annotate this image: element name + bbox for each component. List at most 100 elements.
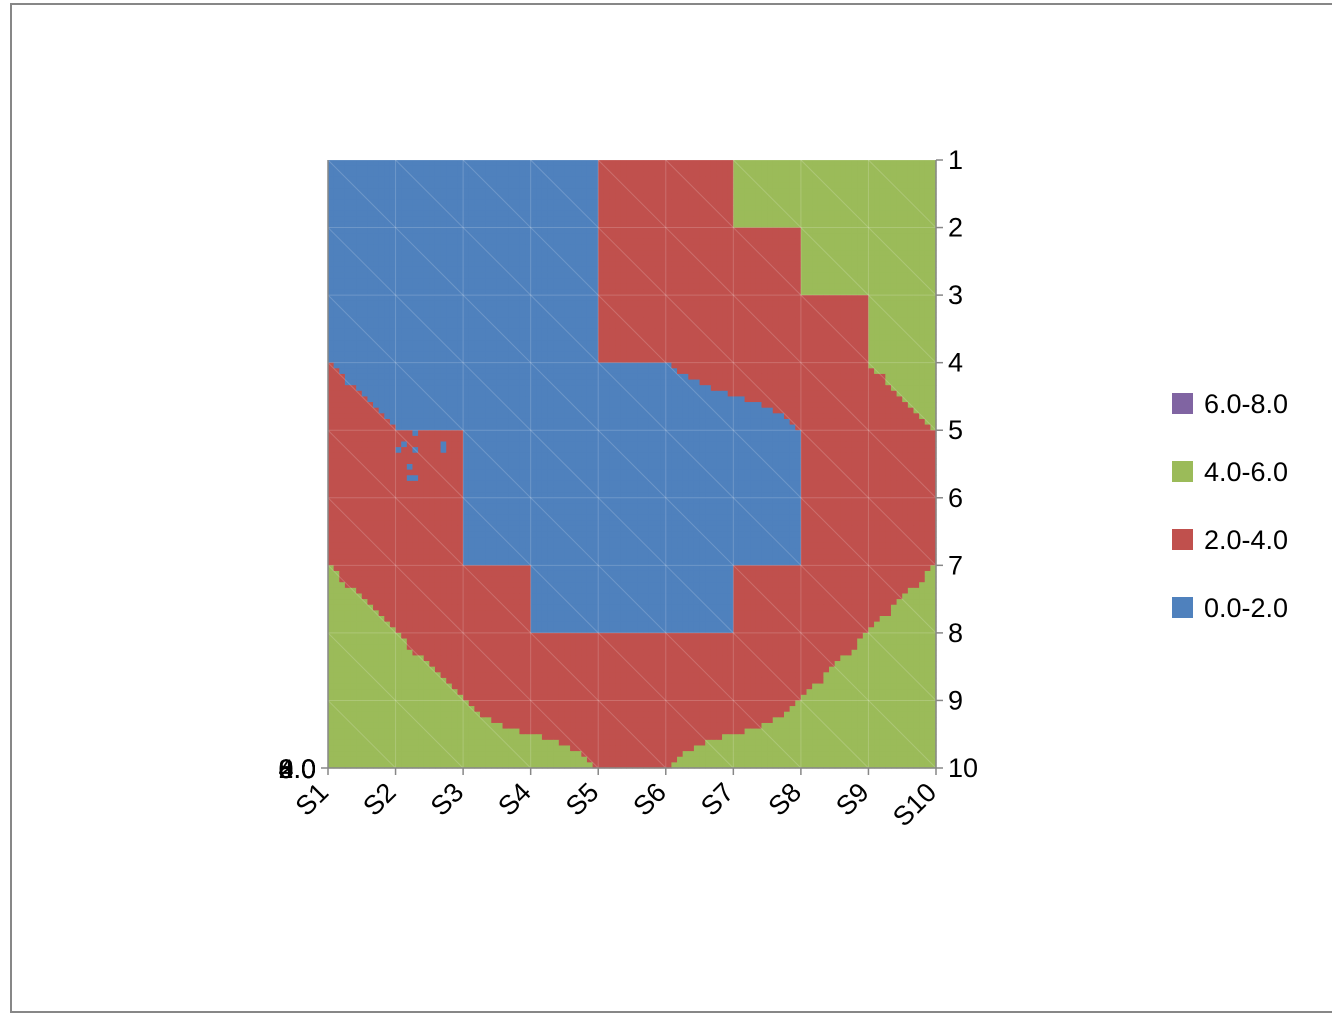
contour-cell [722, 171, 729, 178]
contour-cell [474, 373, 481, 381]
contour-cell [406, 210, 414, 217]
contour-cell [564, 261, 571, 268]
contour-cell [705, 165, 712, 172]
contour-cell [508, 340, 515, 347]
contour-cell [480, 357, 487, 364]
contour-cell [817, 306, 825, 313]
contour-cell [446, 390, 453, 398]
contour-cell [378, 418, 385, 426]
contour-cell [913, 289, 920, 296]
contour-cell [519, 176, 526, 184]
contour-cell [547, 402, 554, 409]
contour-cell [406, 306, 414, 313]
contour-cell [643, 306, 650, 313]
contour-cell [845, 323, 853, 330]
contour-cell [626, 244, 633, 251]
contour-cell [750, 193, 757, 201]
contour-cell [626, 227, 633, 234]
contour-cell [795, 266, 802, 274]
contour-cell [733, 233, 740, 240]
contour-cell [434, 418, 442, 426]
contour-cell [502, 171, 509, 178]
contour-cell [637, 182, 644, 189]
contour-cell [767, 216, 774, 223]
contour-cell [609, 205, 616, 212]
contour-cell [547, 323, 554, 330]
contour-cell [575, 418, 582, 426]
contour-cell [615, 210, 622, 217]
contour-cell [344, 165, 352, 172]
contour-cell [738, 171, 746, 178]
contour-cell [806, 165, 813, 172]
contour-cell [328, 244, 335, 251]
contour-cell [434, 238, 442, 246]
contour-cell [738, 396, 746, 403]
contour-cell [868, 227, 875, 234]
contour-cell [677, 210, 684, 217]
contour-cell [373, 295, 380, 302]
contour-cell [558, 328, 566, 336]
contour-cell [615, 396, 622, 403]
contour-cell [586, 261, 594, 268]
contour-cell [541, 233, 549, 240]
contour-cell [395, 227, 402, 234]
contour-cell [558, 413, 566, 420]
contour-cell [553, 266, 560, 274]
contour-cell [767, 396, 774, 403]
contour-cell [710, 317, 718, 324]
contour-cell [817, 283, 825, 291]
contour-cell [536, 216, 543, 223]
contour-cell [789, 238, 796, 246]
contour-cell [868, 312, 875, 319]
contour-cell [434, 317, 442, 324]
contour-cell [485, 373, 492, 381]
contour-cell [829, 216, 836, 223]
contour-cell [508, 176, 515, 184]
contour-cell [750, 261, 757, 268]
contour-cell [508, 396, 515, 403]
contour-cell [457, 255, 464, 262]
contour-cell [418, 289, 425, 296]
contour-cell [660, 171, 667, 178]
contour-cell [705, 278, 712, 285]
contour-cell [902, 266, 909, 274]
contour-cell [418, 210, 425, 217]
contour-cell [733, 250, 740, 257]
contour-cell [890, 261, 898, 268]
contour-cell [570, 345, 577, 353]
contour-cell [468, 312, 475, 319]
contour-cell [615, 418, 622, 426]
contour-cell [930, 238, 937, 246]
contour-cell [575, 188, 582, 195]
contour-cell [603, 340, 611, 347]
contour-cell [367, 373, 374, 381]
contour-cell [547, 238, 554, 246]
contour-cell [570, 295, 577, 302]
contour-cell [648, 317, 656, 324]
contour-cell [722, 351, 729, 358]
contour-cell [671, 266, 678, 274]
contour-cell [665, 390, 673, 398]
contour-cell [344, 295, 352, 302]
contour-cell [451, 216, 459, 223]
contour-cell [626, 390, 633, 398]
contour-cell [344, 176, 352, 184]
contour-cell [840, 345, 847, 353]
contour-cell [733, 312, 740, 319]
contour-cell [823, 385, 830, 392]
contour-cell [665, 221, 673, 229]
contour-cell [429, 317, 436, 324]
contour-cell [463, 221, 470, 229]
contour-cell [829, 306, 836, 313]
contour-cell [451, 373, 459, 381]
contour-cell [525, 340, 532, 347]
contour-cell [361, 373, 369, 381]
contour-cell [429, 255, 436, 262]
contour-cell [491, 165, 498, 172]
contour-cell [879, 357, 886, 364]
contour-cell [930, 334, 937, 341]
contour-cell [446, 295, 453, 302]
contour-cell [705, 244, 712, 251]
contour-cell [755, 340, 763, 347]
contour-cell [513, 182, 521, 189]
